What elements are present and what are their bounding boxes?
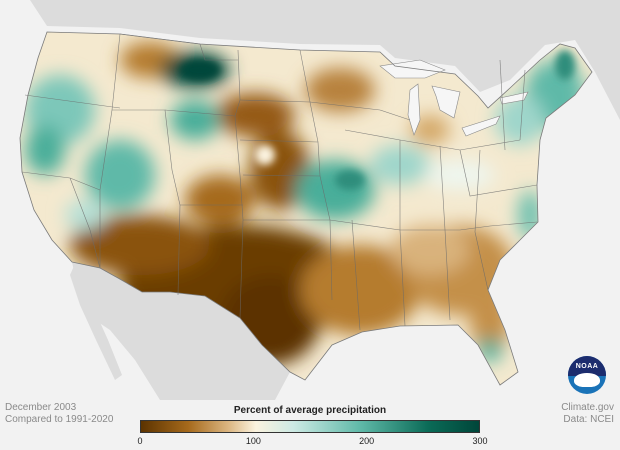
credits: Climate.gov Data: NCEI: [561, 402, 614, 426]
legend-title: Percent of average precipitation: [233, 405, 387, 416]
baja-land: [70, 266, 122, 380]
precipitation-map: [0, 0, 620, 400]
credit-label: Climate.gov: [561, 402, 614, 413]
precipitation-field: [20, 32, 592, 385]
period-label: December 2003: [5, 402, 77, 413]
state-boundaries: [21, 33, 538, 331]
great-lakes: [379, 59, 529, 137]
map-caption: December 2003 Compared to 1991-2020: [5, 402, 113, 426]
noaa-logo-text: NOAA: [575, 363, 599, 370]
us-outline: [19, 31, 593, 386]
source-label: Data: NCEI: [563, 414, 614, 425]
legend-tick-0: 0: [137, 436, 143, 446]
baseline-label: Compared to 1991-2020: [5, 414, 114, 425]
mexico-land: [72, 262, 290, 400]
legend-tick-200: 200: [359, 436, 375, 446]
legend-tick-100: 100: [245, 436, 261, 446]
canada-land: [0, 0, 620, 120]
noaa-logo: NOAA: [568, 356, 606, 394]
seagull-icon: [574, 373, 600, 387]
legend-tick-300: 300: [472, 436, 488, 446]
legend-color-bar: [140, 420, 480, 433]
